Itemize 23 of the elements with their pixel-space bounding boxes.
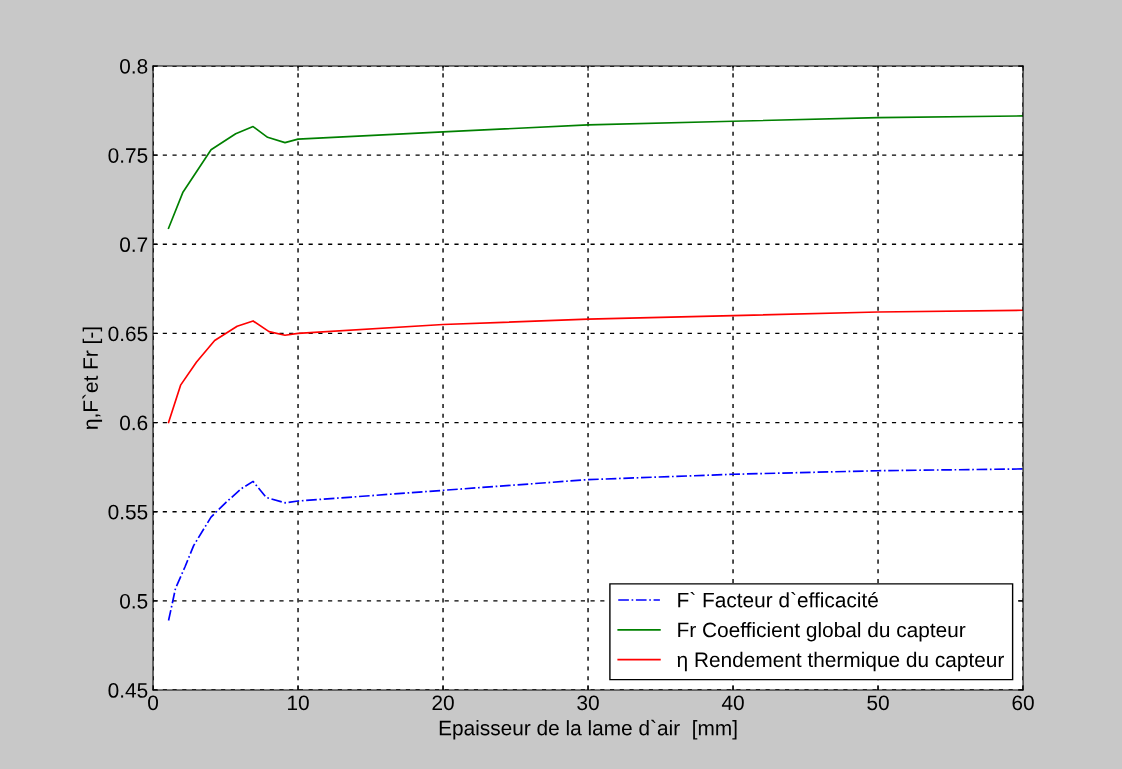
y-tick-label: 0.5 bbox=[120, 593, 148, 609]
x-axis-title: Epaisseur de la lame d`air [mm] bbox=[439, 719, 737, 740]
x-tick-label: 10 bbox=[288, 695, 309, 711]
legend-label: F` Facteur d`efficacité bbox=[678, 591, 878, 608]
y-tick-label: 0.8 bbox=[120, 58, 148, 74]
y-tick-label: 0.6 bbox=[120, 415, 148, 431]
legend-label: Fr Coefficient global du capteur bbox=[678, 622, 966, 642]
x-tick-label: 50 bbox=[867, 695, 889, 711]
x-tick-label: 0 bbox=[148, 695, 159, 711]
y-tick-label: 0.45 bbox=[108, 683, 148, 698]
x-tick-label: 40 bbox=[721, 695, 744, 711]
y-tick-label: 0.65 bbox=[108, 326, 148, 342]
y-tick-label: 0.7 bbox=[120, 237, 148, 253]
x-tick-label: 20 bbox=[432, 695, 454, 711]
x-tick-label: 30 bbox=[577, 695, 599, 711]
y-axis-title: η,F`et Fr [-] bbox=[82, 327, 103, 429]
line-series bbox=[167, 309, 1024, 424]
line-series bbox=[167, 468, 1024, 622]
x-tick-label: 60 bbox=[1012, 695, 1034, 711]
legend-label: η Rendement thermique du capteur bbox=[677, 651, 1004, 672]
y-tick-label: 0.55 bbox=[108, 504, 148, 520]
y-tick-label: 0.75 bbox=[108, 148, 148, 163]
line-series bbox=[167, 115, 1024, 230]
